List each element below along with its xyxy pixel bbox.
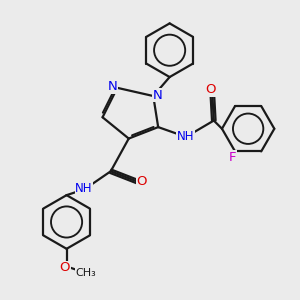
Text: O: O xyxy=(205,83,216,96)
Text: NH: NH xyxy=(75,182,93,195)
Text: O: O xyxy=(136,175,147,188)
Text: N: N xyxy=(108,80,118,93)
Text: F: F xyxy=(229,151,236,164)
Text: O: O xyxy=(60,261,70,274)
Text: CH₃: CH₃ xyxy=(76,268,97,278)
Text: NH: NH xyxy=(177,130,194,143)
Text: N: N xyxy=(153,88,163,101)
